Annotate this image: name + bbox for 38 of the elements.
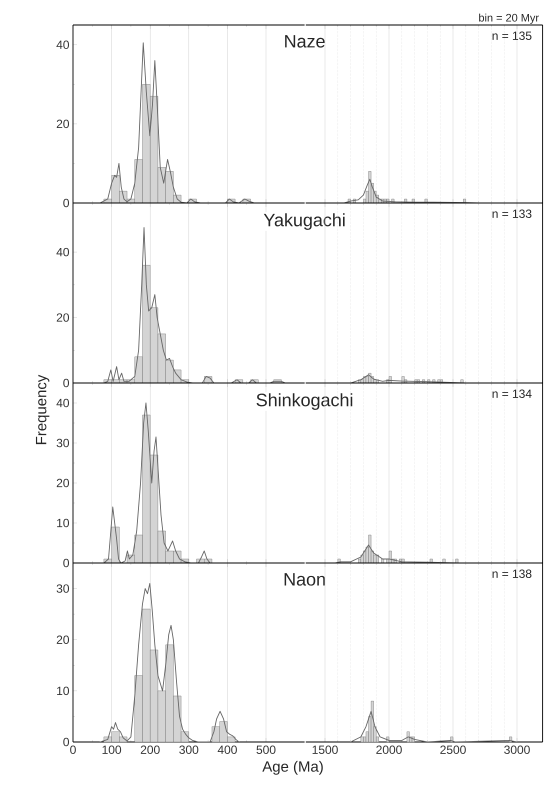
x-tick-label: 200 (140, 746, 160, 754)
x-axis-title: Age (Ma) (262, 760, 323, 775)
line-series (100, 42, 255, 203)
y-tick-label: 20 (56, 635, 70, 644)
y-tick-label: 20 (56, 478, 70, 488)
x-tick-label: 1500 (312, 746, 338, 754)
y-tick-label: 10 (57, 686, 70, 696)
y-tick-label: 40 (56, 248, 70, 256)
x-tick-label: 100 (102, 746, 122, 754)
annotation: n = 138 (492, 570, 532, 578)
y-tick-label: 0 (63, 558, 70, 568)
y-tick-label: 40 (56, 40, 70, 49)
y-tick-label: 0 (63, 738, 70, 746)
annotation: n = 133 (492, 210, 532, 218)
y-tick-label: 0 (63, 378, 70, 388)
y-tick-label: 20 (56, 120, 70, 128)
y-tick-label: 0 (63, 198, 70, 208)
x-tick-label: 0 (70, 746, 76, 754)
y-tick-label: 10 (57, 518, 70, 528)
text: Yakugachi (264, 213, 345, 230)
y-tick-label: 20 (56, 313, 70, 322)
chart-title: Naze (285, 35, 325, 48)
annotation: n = 135 (492, 32, 532, 40)
x-tick-label: 500 (256, 746, 276, 754)
x-tick-label: 400 (218, 746, 237, 754)
y-tick-label: 30 (56, 438, 70, 448)
chart-subtitle: bin = 20 Myr (479, 14, 539, 24)
line-series (100, 583, 240, 742)
x-tick-label: 2500 (440, 746, 466, 754)
x-tick-label: 300 (179, 746, 198, 754)
annotation: n = 134 (492, 390, 532, 398)
chart-title: Naon (284, 573, 325, 586)
y-tick-label: 40 (56, 398, 70, 408)
x-tick-label: 3000 (504, 746, 530, 754)
x-tick-label: 2000 (376, 746, 402, 754)
y-axis-title: Frequency (36, 374, 50, 444)
text: Shinkogachi (256, 393, 352, 410)
y-tick-label: 30 (56, 584, 70, 593)
